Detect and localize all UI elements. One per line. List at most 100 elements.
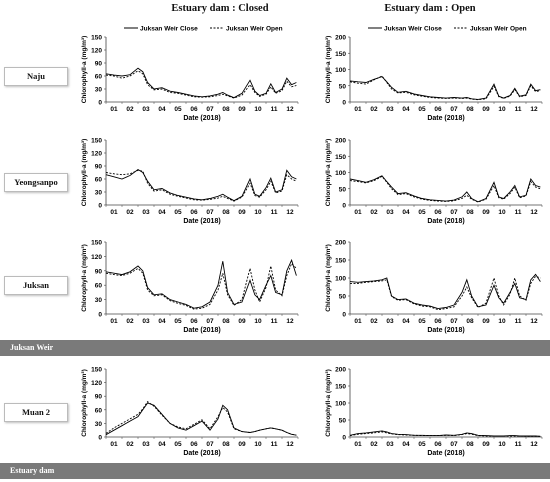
naju-closed-ytick-label: 30 bbox=[95, 87, 103, 94]
muan-closed-xtick-label: 03 bbox=[142, 441, 150, 448]
juksan-closed-ytick-label: 120 bbox=[91, 254, 102, 261]
naju-closed-xtick-label: 03 bbox=[142, 106, 150, 113]
muan-open-ytick-label: 150 bbox=[335, 384, 346, 391]
band-estuary-dam: Estuary dam bbox=[0, 463, 550, 479]
naju-open-xlabel: Date (2018) bbox=[427, 115, 464, 122]
yeongsanpo-closed-ytick-label: 30 bbox=[95, 190, 103, 197]
juksan-open-ylabel: Chlorophyll-a (mg/m³) bbox=[325, 244, 332, 312]
band-juksan-weir: Juksan Weir bbox=[0, 340, 550, 356]
yeongsanpo-closed-xtick-label: 09 bbox=[238, 209, 246, 216]
muan-closed-xtick-label: 02 bbox=[126, 441, 134, 448]
naju-closed-xtick-label: 04 bbox=[158, 106, 166, 113]
naju-closed-xlabel: Date (2018) bbox=[183, 115, 220, 122]
yeongsanpo-open-ylabel: Chlorophyll-a (mg/m³) bbox=[325, 139, 332, 207]
naju-open-ytick-label: 150 bbox=[335, 51, 346, 58]
yeongsanpo-open-xlabel: Date (2018) bbox=[427, 218, 464, 225]
column-header-open: Estuary dam : Open bbox=[384, 3, 476, 14]
juksan-open-xtick-label: 06 bbox=[434, 318, 442, 325]
muan-closed-series-close bbox=[105, 402, 297, 436]
yeongsanpo-closed-xtick-label: 06 bbox=[190, 209, 198, 216]
muan-closed-ytick-label: 120 bbox=[91, 380, 102, 387]
juksan-closed-ytick-label: 150 bbox=[91, 240, 102, 247]
muan-open-xtick-label: 02 bbox=[370, 441, 378, 448]
muan-closed-xtick-label: 05 bbox=[174, 441, 182, 448]
yeongsanpo-open-xtick-label: 09 bbox=[482, 209, 490, 216]
yeongsanpo-open-xtick-label: 01 bbox=[354, 209, 362, 216]
naju-closed-ytick-label: 120 bbox=[91, 48, 102, 55]
yeongsanpo-closed-xtick-label: 02 bbox=[126, 209, 134, 216]
muan-closed-ytick-label: 150 bbox=[91, 367, 102, 374]
naju-closed-xtick-label: 06 bbox=[190, 106, 198, 113]
yeongsanpo-closed-xtick-label: 04 bbox=[158, 209, 166, 216]
yeongsanpo-open-series-open bbox=[349, 175, 541, 203]
muan-open-xtick-label: 01 bbox=[354, 441, 362, 448]
juksan-open-xlabel: Date (2018) bbox=[427, 327, 464, 334]
yeongsanpo-open-xtick-label: 03 bbox=[386, 209, 394, 216]
juksan-open-xtick-label: 10 bbox=[498, 318, 506, 325]
juksan-closed-ytick-label: 30 bbox=[95, 297, 103, 304]
naju-open-ylabel: Chlorophyll-a (mg/m³) bbox=[325, 36, 332, 104]
naju-open-legend-open-label: Juksan Weir Open bbox=[470, 26, 527, 33]
muan-closed-xtick-label: 09 bbox=[238, 441, 246, 448]
muan-closed-ytick-label: 90 bbox=[95, 394, 103, 401]
muan-open-ytick-label: 50 bbox=[339, 418, 347, 425]
muan-closed-xtick-label: 07 bbox=[206, 441, 214, 448]
muan-closed-xlabel: Date (2018) bbox=[183, 450, 220, 457]
naju-closed-ytick-label: 0 bbox=[98, 100, 102, 107]
yeongsanpo-open-ytick-label: 150 bbox=[335, 154, 346, 161]
juksan-closed-xtick-label: 06 bbox=[190, 318, 198, 325]
yeongsanpo-open-xtick-label: 08 bbox=[466, 209, 474, 216]
yeongsanpo-open-xtick-label: 04 bbox=[402, 209, 410, 216]
naju-closed-series-open bbox=[105, 70, 297, 99]
juksan-open-xtick-label: 12 bbox=[530, 318, 538, 325]
naju-closed-xtick-label: 12 bbox=[286, 106, 294, 113]
juksan-open-ytick-label: 150 bbox=[335, 258, 346, 265]
juksan-closed-ytick-label: 90 bbox=[95, 268, 103, 275]
muan-open-xtick-label: 05 bbox=[418, 441, 426, 448]
muan-closed-xtick-label: 04 bbox=[158, 441, 166, 448]
yeongsanpo-closed-ytick-label: 0 bbox=[98, 203, 102, 210]
juksan-closed-xtick-label: 08 bbox=[222, 318, 230, 325]
naju-open-series-close bbox=[349, 76, 541, 100]
muan-open-xtick-label: 10 bbox=[498, 441, 506, 448]
naju-open-xtick-label: 06 bbox=[434, 106, 442, 113]
muan-closed-ytick-label: 30 bbox=[95, 421, 103, 428]
muan-open-ytick-label: 0 bbox=[342, 435, 346, 442]
yeongsanpo-open-xtick-label: 10 bbox=[498, 209, 506, 216]
muan-closed-xtick-label: 11 bbox=[271, 441, 278, 448]
juksan-closed-series-close bbox=[105, 258, 297, 309]
juksan-closed-xtick-label: 10 bbox=[254, 318, 262, 325]
juksan-closed-xtick-label: 07 bbox=[206, 318, 214, 325]
muan-open-ytick-label: 100 bbox=[335, 401, 346, 408]
naju-closed-xtick-label: 05 bbox=[174, 106, 182, 113]
juksan-open-xtick-label: 07 bbox=[450, 318, 458, 325]
yeongsanpo-closed-series-close bbox=[105, 168, 297, 202]
yeongsanpo-closed-ytick-label: 150 bbox=[91, 138, 102, 145]
yeongsanpo-closed-xtick-label: 08 bbox=[222, 209, 230, 216]
naju-closed-xtick-label: 08 bbox=[222, 106, 230, 113]
yeongsanpo-closed-ytick-label: 90 bbox=[95, 164, 103, 171]
naju-open-series-open bbox=[349, 75, 541, 101]
yeongsanpo-closed-xtick-label: 11 bbox=[271, 209, 278, 216]
muan-open-xtick-label: 08 bbox=[466, 441, 474, 448]
row-label-juksan: Juksan bbox=[4, 276, 68, 295]
juksan-open-xtick-label: 08 bbox=[466, 318, 474, 325]
yeongsanpo-open-ytick-label: 50 bbox=[339, 186, 347, 193]
yeongsanpo-open-ytick-label: 0 bbox=[342, 203, 346, 210]
yeongsanpo-open-xtick-label: 12 bbox=[530, 209, 538, 216]
muan-open-xtick-label: 12 bbox=[530, 441, 538, 448]
yeongsanpo-open-series-close bbox=[349, 175, 541, 203]
naju-open-ytick-label: 50 bbox=[339, 83, 347, 90]
juksan-closed-xtick-label: 09 bbox=[238, 318, 246, 325]
naju-closed-series-close bbox=[105, 67, 297, 99]
muan-closed-series-open bbox=[105, 400, 297, 436]
muan-open-xtick-label: 11 bbox=[515, 441, 522, 448]
naju-open-xtick-label: 09 bbox=[482, 106, 490, 113]
juksan-closed-xtick-label: 01 bbox=[110, 318, 118, 325]
naju-closed-xtick-label: 09 bbox=[238, 106, 246, 113]
yeongsanpo-open-xtick-label: 11 bbox=[515, 209, 522, 216]
yeongsanpo-closed-xtick-label: 01 bbox=[110, 209, 118, 216]
yeongsanpo-closed-xtick-label: 12 bbox=[286, 209, 294, 216]
muan-closed-ylabel: Chlorophyll-a (mg/m³) bbox=[81, 369, 88, 437]
naju-open-ytick-label: 0 bbox=[342, 100, 346, 107]
